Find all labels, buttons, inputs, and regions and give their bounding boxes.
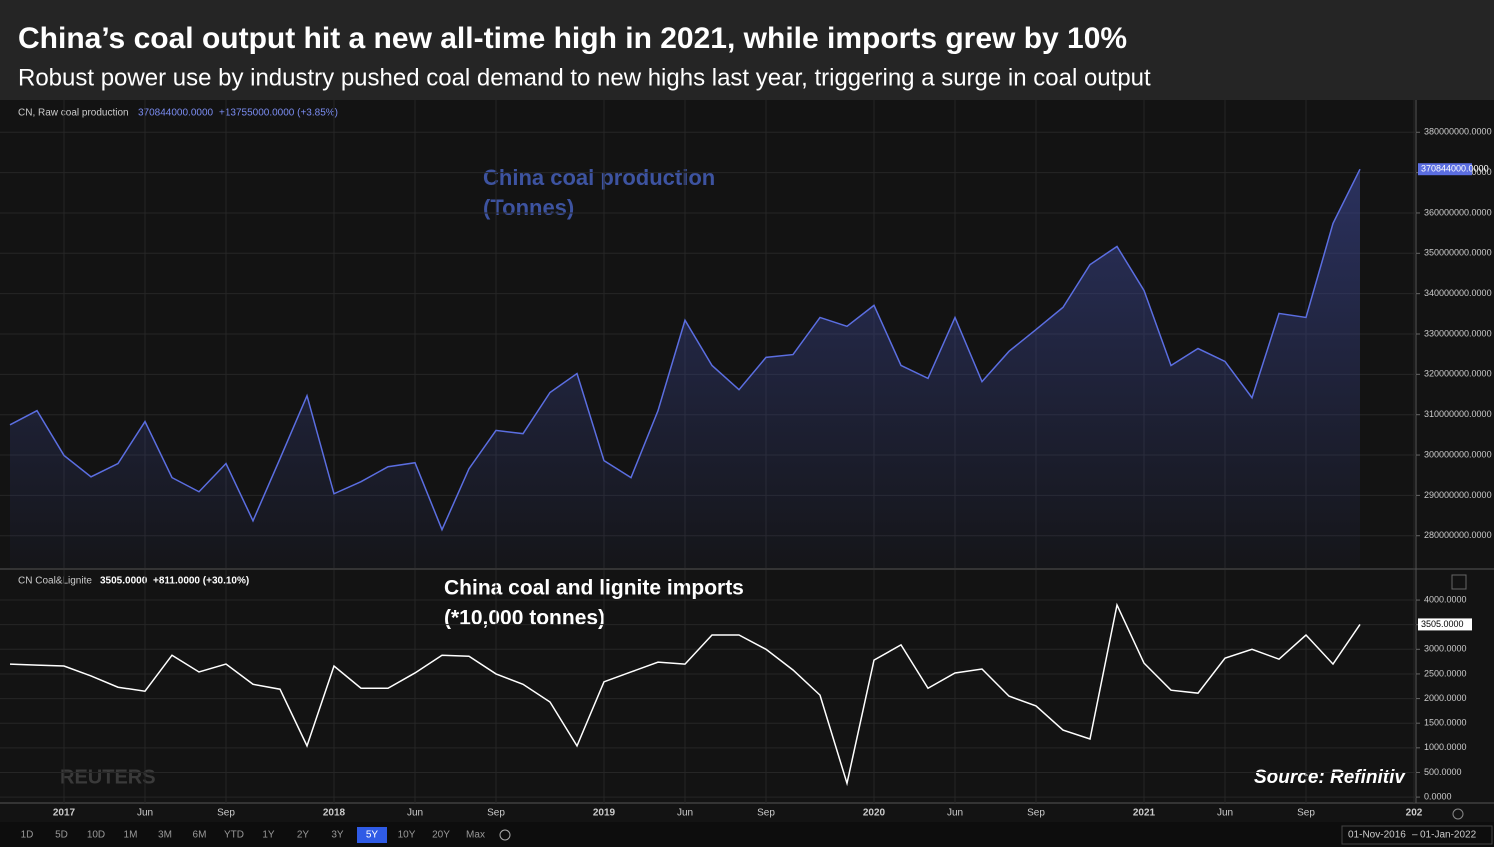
toolbar [0,822,1494,847]
y-tick-label: 310000000.0000 [1424,409,1492,419]
y-tick-label: 1000.0000 [1424,742,1467,752]
y-tick-label: 0.0000 [1424,791,1452,801]
annotation: (Tonnes) [483,195,574,220]
settings-icon[interactable] [1452,808,1464,820]
x-tick-label: 202 [1406,808,1423,819]
x-tick-label: Jun [677,808,693,819]
range-button[interactable]: 20Y [432,830,450,841]
range-button[interactable]: 1Y [262,830,275,841]
y-tick-label: 340000000.0000 [1424,288,1492,298]
title: China’s coal output hit a new all-time h… [18,22,1127,55]
area [10,169,1360,569]
range-button[interactable]: 1D [21,830,34,841]
y-tick-label: 500.0000 [1424,767,1462,777]
y-tick-label: 3000.0000 [1424,644,1467,654]
x-tick-label: Sep [1297,808,1315,819]
x-tick-label: Jun [947,808,963,819]
settings-icon[interactable] [499,829,511,841]
range-button[interactable]: Max [466,830,485,841]
legend-name: CN, Raw coal production [18,108,129,119]
range-button[interactable]: 5D [55,830,68,841]
annotation: (*10,000 tonnes) [444,607,605,630]
legend-last: 3505.0000 [100,576,148,587]
range-button[interactable]: 3Y [331,830,344,841]
x-tick-label: Sep [1027,808,1045,819]
subtitle: Robust power use by industry pushed coal… [18,64,1151,91]
x-tick-label: Jun [1217,808,1233,819]
line [9,168,1361,532]
x-tick-label: 2017 [53,808,76,819]
x-tick-label: 2021 [1133,808,1156,819]
y-tick-label: 330000000.0000 [1424,328,1492,338]
last-value-label: 370844000.0000 [1421,164,1489,174]
annotation: China coal production [483,165,715,190]
y-tick-label: 350000000.0000 [1424,248,1492,258]
range-button[interactable]: 10D [87,830,105,841]
legend-change: +811.0000 (+30.10%) [153,576,249,587]
y-tick-label: 300000000.0000 [1424,449,1492,459]
range-button[interactable]: 10Y [398,830,416,841]
x-tick-label: Jun [407,808,423,819]
range-button-active[interactable] [357,827,387,843]
date-from: 01-Nov-2016 [1348,830,1406,841]
x-tick-label: 2019 [593,808,616,819]
legend-name: CN Coal&Lignite [18,576,92,587]
y-tick-label: 380000000.0000 [1424,127,1492,137]
y-tick-label: 2500.0000 [1424,668,1467,678]
x-tick-label: Sep [217,808,235,819]
range-button[interactable]: 3M [158,830,172,841]
range-button[interactable]: 5Y [366,830,379,841]
range-button[interactable]: YTD [224,830,244,841]
scale-button[interactable] [1451,574,1467,590]
date-to: 01-Jan-2022 [1420,830,1477,841]
x-tick-label: Sep [757,808,775,819]
last-value-box [1418,163,1472,176]
legend-change: +13755000.0000 (+3.85%) [219,108,338,119]
source: Source: Refinitiv [1254,767,1406,788]
range-button[interactable]: 2Y [297,830,310,841]
watermark: REUTERS [60,766,156,788]
annotation: China coal and lignite imports [444,577,744,600]
y-tick-label: 290000000.0000 [1424,490,1492,500]
range-button[interactable]: 6M [193,830,207,841]
x-tick-label: Jun [137,808,153,819]
header [0,0,1494,100]
x-tick-label: 2020 [863,808,886,819]
y-tick-label: 360000000.0000 [1424,207,1492,217]
range-button[interactable]: 1M [124,830,138,841]
last-value-box [1418,618,1472,631]
x-tick-label: 2018 [323,808,346,819]
x-tick-label: Sep [487,808,505,819]
date-range[interactable] [1341,825,1493,845]
y-tick-label: 4000.0000 [1424,594,1467,604]
last-value-label: 3505.0000 [1421,619,1464,629]
y-tick-label: 2000.0000 [1424,693,1467,703]
date-separator: – [1412,830,1418,841]
legend-last: 370844000.0000 [138,108,214,119]
line [9,602,1361,787]
y-tick-label: 320000000.0000 [1424,369,1492,379]
y-tick-label: 1500.0000 [1424,718,1467,728]
y-tick-label: 280000000.0000 [1424,530,1492,540]
